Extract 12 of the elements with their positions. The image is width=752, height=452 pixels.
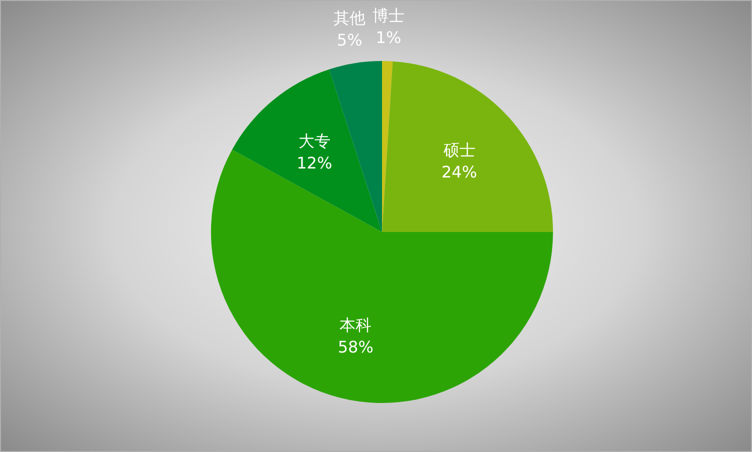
data-label: 5% bbox=[336, 30, 362, 50]
data-label: 12% bbox=[296, 153, 332, 172]
slice-label: 硕士 bbox=[442, 140, 476, 160]
pie-slice bbox=[232, 69, 382, 232]
data-label: 58% bbox=[338, 338, 374, 357]
slice-label: 博士 bbox=[372, 6, 404, 26]
data-label: 24% bbox=[442, 162, 478, 182]
slice-label: 其他 bbox=[334, 8, 366, 28]
data-label: 1% bbox=[376, 28, 402, 48]
slice-label: 大专 bbox=[298, 131, 330, 150]
slice-label: 本科 bbox=[340, 316, 372, 335]
pie-slice bbox=[382, 61, 553, 232]
